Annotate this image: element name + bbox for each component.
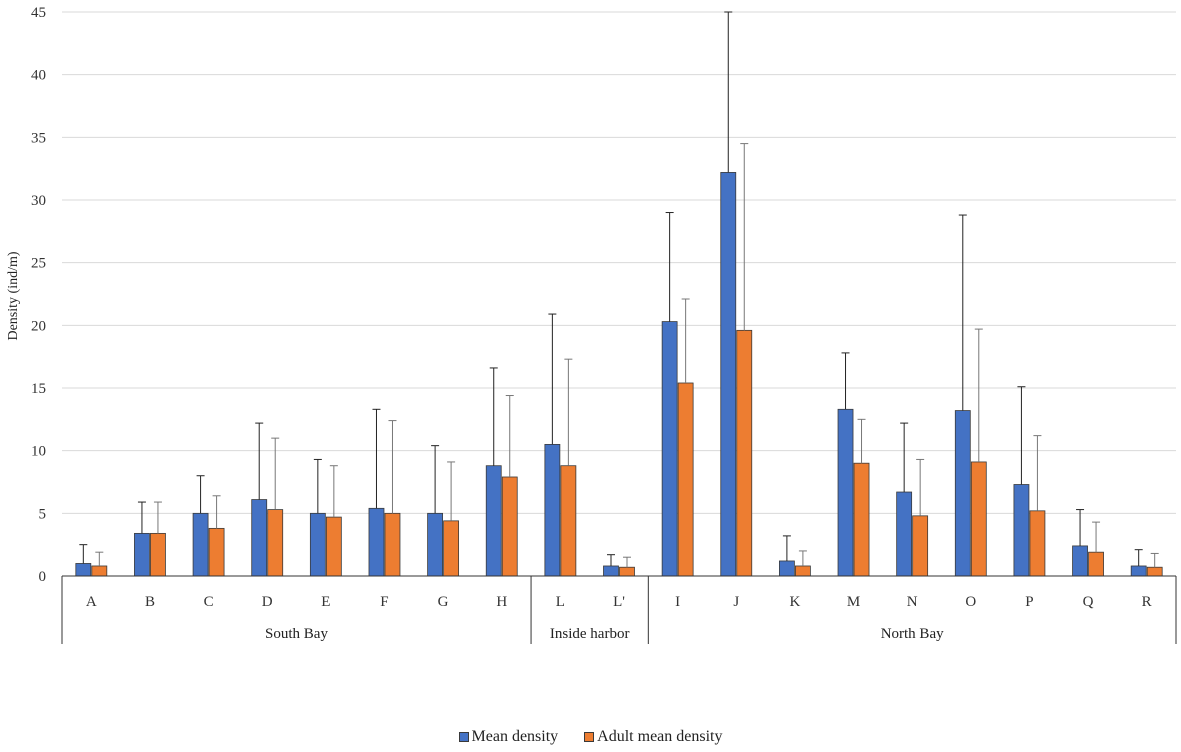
legend-label-adult: Adult mean density [597, 728, 723, 745]
x-tick-label: L' [613, 594, 625, 610]
y-tick-label: 40 [31, 68, 46, 84]
bar-adult-P [1029, 510, 1046, 577]
bar-mean-H [485, 465, 502, 577]
bar-adult-K [794, 565, 811, 577]
bar-adult-L [560, 465, 577, 577]
bar-mean-D [251, 499, 268, 577]
x-tick-label: A [86, 594, 97, 610]
bar-adult-F [384, 512, 401, 577]
legend: Mean density Adult mean density [0, 728, 1181, 746]
x-tick-label: K [789, 594, 800, 610]
bar-mean-F [368, 507, 385, 577]
group-label: Inside harbor [550, 626, 630, 642]
bar-mean-N [896, 491, 913, 577]
x-tick-label: C [204, 594, 214, 610]
bar-mean-A [75, 563, 92, 577]
x-tick-label: F [380, 594, 388, 610]
bar-adult-M [853, 462, 870, 577]
bar-mean-B [134, 532, 150, 577]
error-bars [79, 11, 1159, 568]
bar-mean-O [954, 410, 971, 577]
y-tick-label: 0 [39, 569, 47, 585]
bar-adult-H [501, 476, 518, 577]
bar-mean-R [1130, 565, 1147, 577]
bar-mean-J [720, 172, 737, 577]
x-tick-label: E [321, 594, 330, 610]
y-axis-ticks: 0 5 10 15 20 25 30 35 40 45 [31, 5, 46, 585]
bar-adult-N [912, 515, 929, 577]
y-axis-label: Density (ind/m) [6, 251, 21, 340]
y-tick-label: 5 [39, 506, 47, 522]
bar-adult-G [443, 520, 460, 577]
y-tick-label: 25 [31, 256, 46, 272]
legend-item-mean: Mean density [458, 728, 559, 746]
legend-swatch-adult [584, 732, 595, 742]
bar-adult-R [1146, 566, 1163, 577]
bar-mean-E [309, 512, 326, 577]
x-tick-label: G [438, 594, 449, 610]
x-tick-label: L [556, 594, 565, 610]
bar-adult-J [736, 329, 753, 577]
bar-adult-L' [619, 566, 635, 577]
y-tick-label: 35 [31, 130, 46, 146]
bar-adult-O [970, 461, 987, 577]
y-tick-label: 20 [31, 318, 46, 334]
x-tick-label: J [733, 594, 739, 610]
x-tick-label: O [965, 594, 976, 610]
gridlines [62, 11, 1176, 514]
bar-mean-K [778, 560, 795, 577]
y-tick-label: 30 [31, 193, 46, 209]
x-tick-label: Q [1083, 594, 1094, 610]
y-tick-label: 10 [31, 444, 46, 460]
bars [75, 172, 1163, 577]
bar-mean-M [837, 408, 854, 577]
bar-mean-I [661, 321, 678, 577]
x-tick-label: D [262, 594, 273, 610]
bar-adult-D [267, 509, 284, 577]
bar-adult-E [325, 516, 342, 577]
bar-adult-I [677, 382, 694, 577]
y-tick-label: 15 [31, 381, 46, 397]
legend-label-mean: Mean density [471, 728, 559, 745]
bar-mean-C [192, 512, 209, 577]
group-label: South Bay [265, 626, 328, 642]
bar-mean-L' [603, 565, 619, 577]
x-tick-label: M [847, 594, 860, 610]
legend-swatch-mean [458, 732, 469, 742]
x-tick-label: B [145, 594, 155, 610]
bar-mean-G [427, 512, 444, 577]
bar-adult-A [91, 565, 108, 577]
bar-mean-P [1013, 484, 1030, 577]
bar-adult-Q [1088, 551, 1104, 577]
bar-mean-Q [1072, 545, 1088, 577]
group-label: North Bay [881, 626, 944, 642]
x-tick-label: R [1142, 594, 1152, 610]
bar-mean-L [544, 443, 561, 577]
bar-adult-B [150, 532, 166, 577]
x-tick-label: N [907, 594, 918, 610]
x-tick-label: I [675, 594, 680, 610]
y-tick-label: 45 [31, 5, 46, 21]
legend-item-adult: Adult mean density [584, 728, 722, 746]
x-tick-label: P [1025, 594, 1033, 610]
bar-adult-C [208, 527, 225, 577]
x-tick-label: H [496, 594, 507, 610]
x-axis: A B C D E F G H L L' I J K M N O P Q R South Bay Inside harb… [61, 575, 1177, 644]
